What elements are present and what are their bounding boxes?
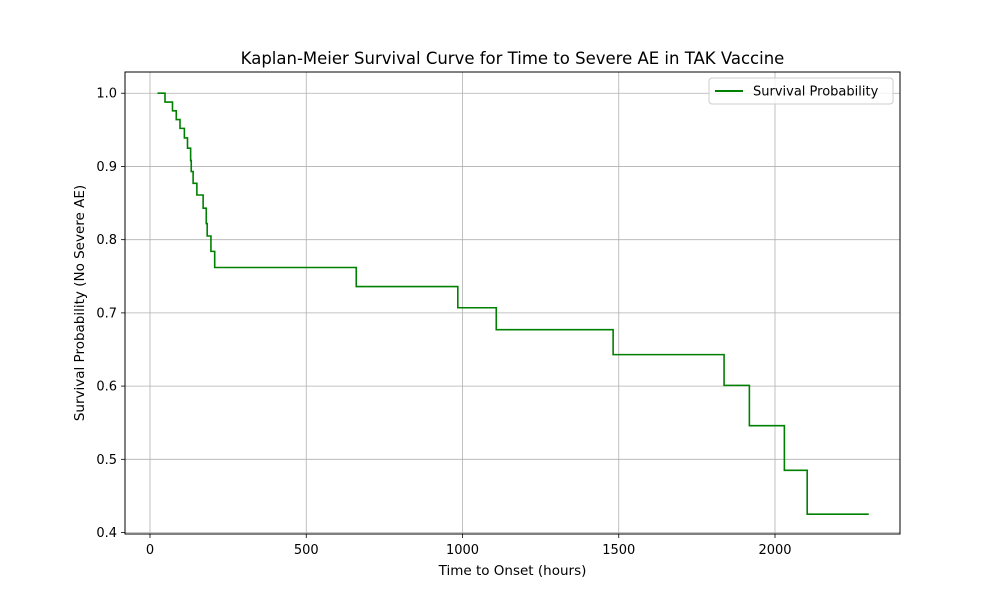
y-tick-label: 0.7 xyxy=(96,306,117,321)
x-axis-label: Time to Onset (hours) xyxy=(438,563,587,579)
series-layer xyxy=(157,92,869,516)
plot-area-frame xyxy=(124,71,901,535)
legend-box xyxy=(708,77,894,105)
x-tick-label: 500 xyxy=(294,543,319,558)
y-tick-label: 0.4 xyxy=(96,526,117,541)
legend: Survival Probability xyxy=(708,77,894,105)
y-axis-label: Survival Probability (No Severe AE) xyxy=(72,185,88,421)
x-tick-label: 2000 xyxy=(758,543,791,558)
grid xyxy=(125,72,900,534)
axis-ticks: 0 500 1000 1500 2000 0.4 0.5 0.6 0.7 0.8 0.9 1.0 xyxy=(96,87,791,558)
y-tick-label: 0.5 xyxy=(96,453,117,468)
y-tick-label: 1.0 xyxy=(96,87,117,102)
y-tick-label: 0.6 xyxy=(96,380,117,395)
x-tick-label: 1500 xyxy=(602,543,635,558)
y-tick-label: 0.8 xyxy=(96,233,117,248)
x-tick-label: 1000 xyxy=(446,543,479,558)
x-tick-label: 0 xyxy=(146,543,154,558)
chart-title: Kaplan-Meier Survival Curve for Time to … xyxy=(241,49,785,68)
y-tick-label: 0.9 xyxy=(96,160,117,175)
survival-step-line xyxy=(157,92,869,516)
legend-label: Survival Probability xyxy=(753,85,879,100)
